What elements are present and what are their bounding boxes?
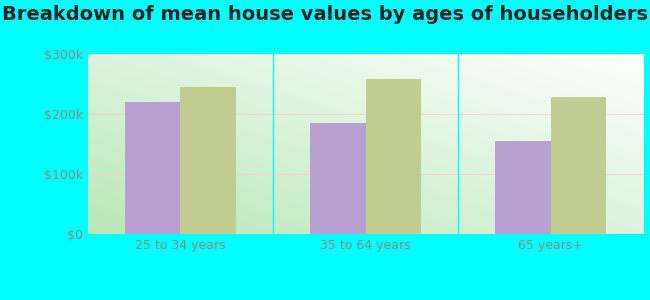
Bar — [365, 79, 421, 234]
Bar — [181, 87, 236, 234]
Text: Breakdown of mean house values by ages of householders: Breakdown of mean house values by ages o… — [2, 4, 648, 23]
Bar — [551, 97, 606, 234]
Bar — [310, 123, 365, 234]
Bar — [495, 141, 551, 234]
Bar — [125, 102, 181, 234]
